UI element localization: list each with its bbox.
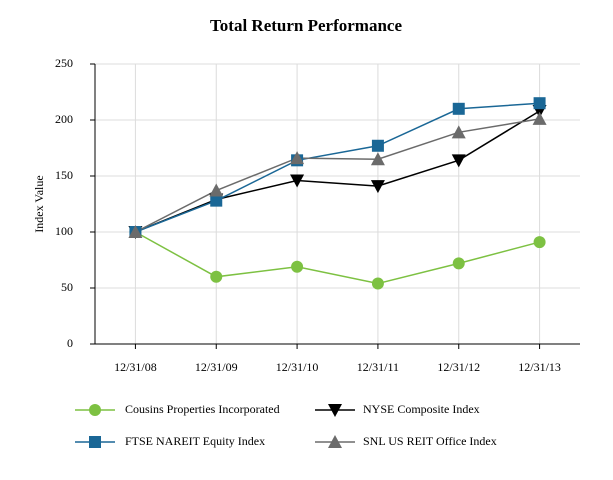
data-point bbox=[370, 180, 385, 194]
y-axis-title: Index Value bbox=[32, 175, 46, 232]
x-tick-label: 12/31/09 bbox=[195, 360, 238, 374]
legend-marker bbox=[89, 436, 101, 448]
data-point bbox=[533, 236, 546, 249]
data-point bbox=[128, 225, 143, 238]
data-point bbox=[452, 257, 465, 270]
series-line bbox=[135, 102, 540, 233]
data-point bbox=[290, 151, 305, 165]
y-tick-label: 0 bbox=[67, 336, 73, 350]
x-tick-label: 12/31/08 bbox=[114, 360, 157, 374]
y-tick-label: 150 bbox=[55, 168, 73, 182]
data-point bbox=[210, 270, 223, 283]
data-point bbox=[371, 139, 384, 152]
data-point bbox=[209, 183, 224, 197]
series-line bbox=[135, 110, 540, 233]
data-point bbox=[452, 102, 465, 115]
series-line bbox=[135, 118, 540, 233]
y-tick-label: 200 bbox=[55, 112, 73, 126]
y-tick-label: 250 bbox=[55, 56, 73, 70]
legend-marker bbox=[89, 404, 101, 416]
data-point bbox=[451, 154, 466, 168]
data-point bbox=[290, 174, 305, 188]
legend-marker bbox=[328, 404, 342, 417]
y-tick-label: 100 bbox=[55, 224, 73, 238]
legend-label: SNL US REIT Office Index bbox=[363, 434, 497, 448]
legend-label: NYSE Composite Index bbox=[363, 402, 480, 416]
data-point bbox=[533, 97, 546, 110]
data-point bbox=[532, 111, 547, 125]
data-point bbox=[371, 277, 384, 290]
y-tick-label: 50 bbox=[61, 280, 73, 294]
chart-title: Total Return Performance bbox=[210, 16, 402, 35]
x-tick-label: 12/31/11 bbox=[357, 360, 399, 374]
data-point bbox=[370, 152, 385, 166]
data-point bbox=[291, 260, 304, 273]
legend-marker bbox=[328, 435, 342, 448]
x-tick-label: 12/31/12 bbox=[437, 360, 480, 374]
series-line bbox=[135, 231, 540, 285]
data-point bbox=[451, 125, 466, 139]
legend-label: FTSE NAREIT Equity Index bbox=[125, 434, 265, 448]
x-tick-label: 12/31/10 bbox=[276, 360, 319, 374]
data-point bbox=[210, 194, 223, 207]
x-tick-label: 12/31/13 bbox=[518, 360, 561, 374]
legend-label: Cousins Properties Incorporated bbox=[125, 402, 280, 416]
